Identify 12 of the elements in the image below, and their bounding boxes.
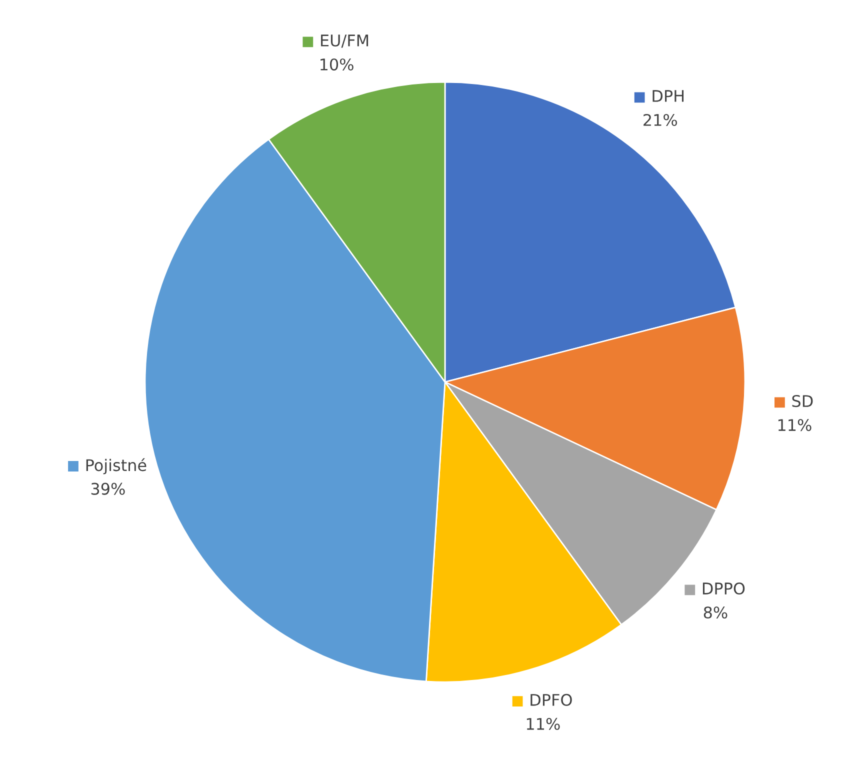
legend-label: SD [792, 395, 813, 408]
data-label: 11% [778, 419, 812, 432]
data-label: 8% [704, 606, 728, 619]
legend-label: DPFO [530, 694, 572, 706]
data-label: 39% [91, 482, 125, 495]
data-label: 21% [644, 114, 677, 126]
data-label: 10% [320, 58, 354, 71]
legend-label: DPPO [702, 582, 745, 595]
legend-label: Pojistné [86, 458, 146, 474]
data-label: 11% [526, 718, 560, 730]
legend-label: DPH [652, 90, 684, 102]
legend-label: EU/FM [321, 34, 368, 48]
